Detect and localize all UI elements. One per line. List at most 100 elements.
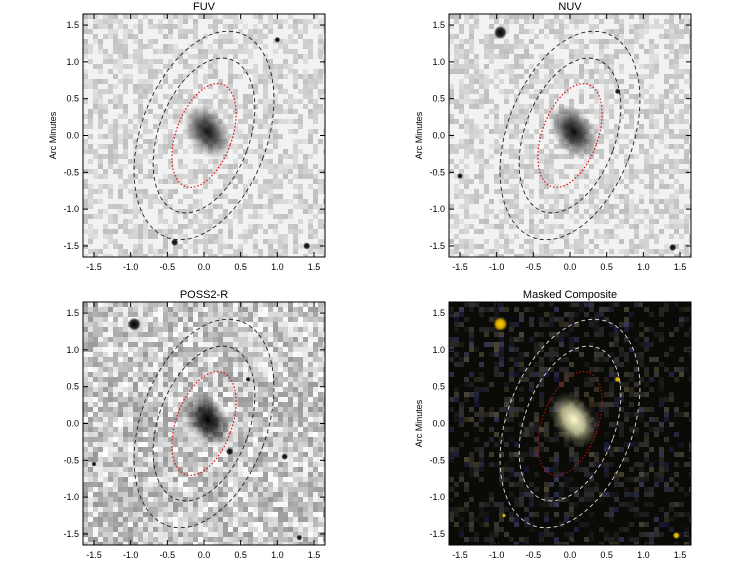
y-tick-label: 0.0 [432, 419, 445, 429]
star-0 [493, 316, 508, 332]
star-3 [281, 453, 288, 460]
poss2r-plot: -1.5 -1.0 -0.5 0.0 0.5 1.0 1.5 1.5 1.0 0.5 0.0 -0.5… [63, 289, 326, 560]
star-1 [614, 376, 621, 383]
y-tick-label: -1.0 [63, 204, 79, 214]
outer-ellipse [499, 30, 641, 241]
galaxy [183, 391, 233, 448]
panel-nuv: -1.5 -1.0 -0.5 0.0 0.5 1.0 1.5 1.5 1.0 0.5 0.0 -0.5… [414, 0, 756, 280]
panel-title: NUV [558, 1, 582, 13]
middle-ellipse [518, 57, 622, 214]
x-tick-label: 1.0 [637, 550, 650, 560]
y-tick-label: 0.0 [66, 419, 79, 429]
y-tick-label: -1.0 [429, 204, 445, 214]
x-tick-label: 1.0 [637, 262, 650, 272]
y-tick-label: -1.5 [429, 241, 445, 251]
panel-poss2r: -1.5 -1.0 -0.5 0.0 0.5 1.0 1.5 1.5 1.0 0.5 0.0 -0.5… [50, 288, 390, 568]
y-tick-label: 1.0 [432, 57, 445, 67]
x-tick-label: -1.0 [489, 550, 505, 560]
x-tick-label: 0.5 [600, 262, 613, 272]
y-axis-label: Arc Minutes [48, 111, 58, 159]
y-tick-label: 0.5 [432, 94, 445, 104]
y-axis-label: Arc Minutes [414, 399, 424, 447]
y-tick-label: -0.5 [429, 455, 445, 465]
x-tick-label: 0.5 [234, 262, 247, 272]
y-tick-label: 0.5 [432, 382, 445, 392]
x-tick-label: 1.0 [271, 550, 284, 560]
y-tick-label: 1.0 [66, 57, 79, 67]
galaxy [549, 391, 599, 448]
y-tick-label: -0.5 [429, 167, 445, 177]
galaxy [549, 103, 599, 160]
x-tick-label: 1.0 [271, 262, 284, 272]
inner-ellipse [537, 83, 603, 188]
star-2 [672, 531, 680, 540]
y-tick-label: -1.5 [429, 529, 445, 539]
x-tick-label: -1.0 [123, 262, 139, 272]
y-axis-label: Arc Minutes [414, 111, 424, 159]
y-tick-label: 0.5 [66, 94, 79, 104]
star-5 [296, 534, 303, 541]
y-tick-label: 1.5 [432, 20, 445, 30]
x-tick-label: -1.5 [452, 550, 468, 560]
star-0 [127, 317, 141, 331]
y-tick-label: -1.5 [63, 241, 79, 251]
middle-ellipse [518, 345, 622, 502]
y-tick-label: 1.5 [66, 20, 79, 30]
middle-ellipse [152, 345, 256, 502]
x-tick-label: 0.0 [564, 550, 577, 560]
image-layer [449, 14, 691, 257]
panel-title: POSS2-R [180, 289, 228, 301]
x-tick-label: 0.5 [600, 550, 613, 560]
fuv-plot: -1.5 -1.0 -0.5 0.0 0.5 1.0 1.5 1.5 1.0 0.5 0.0 -0.5… [48, 1, 326, 272]
x-tick-label: 1.5 [308, 550, 321, 560]
outer-ellipse [133, 30, 275, 241]
star-1 [226, 447, 234, 456]
x-tick-label: 0.0 [198, 550, 211, 560]
star-2 [274, 36, 281, 43]
y-tick-label: 1.0 [432, 345, 445, 355]
x-tick-label: -1.0 [123, 550, 139, 560]
inner-ellipse [171, 371, 237, 476]
x-tick-label: 1.5 [674, 550, 687, 560]
outer-ellipse [133, 318, 275, 529]
star-2 [669, 243, 677, 252]
x-tick-label: -1.5 [86, 550, 102, 560]
star-4 [91, 461, 97, 467]
y-tick-label: -0.5 [63, 455, 79, 465]
x-tick-label: 1.5 [674, 262, 687, 272]
y-tick-label: 1.0 [66, 345, 79, 355]
y-tick-label: 1.5 [432, 308, 445, 318]
panel-title: FUV [193, 1, 216, 13]
star-3 [457, 173, 463, 179]
x-tick-label: -0.5 [526, 550, 542, 560]
outer-ellipse [499, 318, 641, 529]
x-tick-label: 0.5 [234, 550, 247, 560]
x-tick-label: -1.5 [452, 262, 468, 272]
x-tick-label: -1.5 [86, 262, 102, 272]
y-tick-label: 0.0 [66, 131, 79, 141]
panel-title: Masked Composite [523, 289, 617, 301]
image-layer [449, 302, 691, 545]
image-layer [83, 14, 325, 257]
x-tick-label: -0.5 [160, 262, 176, 272]
star-1 [171, 238, 179, 246]
y-tick-label: -1.0 [63, 492, 79, 502]
x-tick-label: 1.5 [308, 262, 321, 272]
middle-ellipse [152, 57, 256, 214]
x-tick-label: 0.0 [198, 262, 211, 272]
y-tick-label: -1.0 [429, 492, 445, 502]
y-tick-label: 1.5 [66, 308, 79, 318]
y-tick-label: -1.5 [63, 529, 79, 539]
star-0 [493, 25, 507, 40]
image-layer [83, 302, 325, 545]
x-tick-label: 0.0 [564, 262, 577, 272]
y-tick-label: 0.0 [432, 131, 445, 141]
y-tick-label: 0.5 [66, 382, 79, 392]
inner-ellipse [171, 83, 237, 188]
star-2 [245, 376, 251, 382]
nuv-plot: -1.5 -1.0 -0.5 0.0 0.5 1.0 1.5 1.5 1.0 0.5 0.0 -0.5… [414, 1, 692, 272]
y-tick-label: -0.5 [63, 167, 79, 177]
x-tick-label: -0.5 [526, 262, 542, 272]
galaxy [183, 103, 233, 160]
star-1 [614, 88, 621, 95]
